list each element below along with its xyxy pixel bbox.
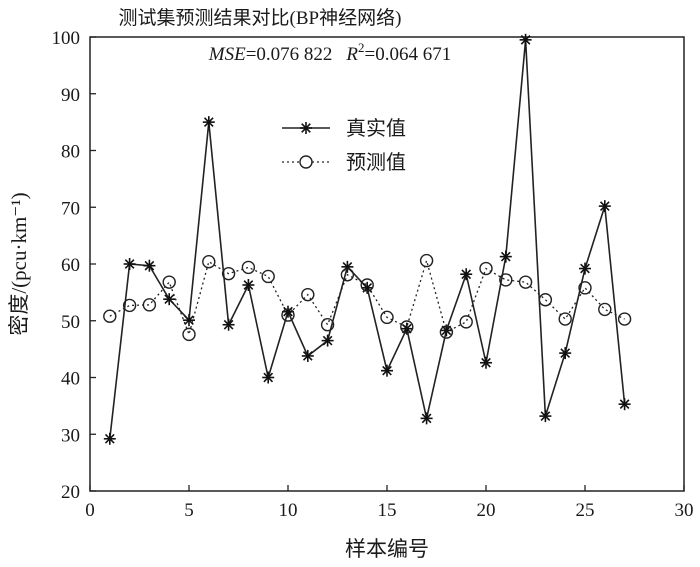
predicted-point	[301, 287, 315, 302]
predicted-point	[558, 312, 572, 326]
true-point	[361, 281, 374, 294]
true-point	[262, 371, 275, 384]
predicted-point	[162, 275, 176, 289]
predicted-point	[578, 281, 592, 295]
legend-circle-marker	[299, 155, 313, 169]
x-tick-label: 25	[576, 500, 595, 521]
predicted-point	[400, 320, 414, 334]
predicted-point	[281, 308, 295, 322]
plot-frame	[89, 36, 685, 492]
predicted-point	[598, 302, 612, 317]
y-tick-label: 100	[52, 28, 81, 49]
true-point	[183, 314, 195, 327]
true-point	[460, 268, 473, 281]
y-tick-label: 80	[61, 142, 80, 163]
predicted-point	[261, 269, 275, 284]
y-tick-label: 50	[61, 312, 80, 333]
predicted-point	[439, 325, 454, 339]
true-point	[321, 334, 334, 347]
true-point	[163, 293, 176, 306]
true-point	[222, 318, 235, 331]
x-tick-label: 0	[85, 500, 95, 521]
predicted-point	[340, 268, 355, 282]
predicted-point	[182, 327, 196, 342]
predicted-point	[221, 266, 236, 281]
y-tick-label: 60	[61, 255, 80, 276]
series-line-predicted	[109, 258, 625, 337]
predicted-point	[202, 255, 216, 269]
series-line-true	[109, 39, 626, 439]
x-tick-label: 10	[279, 500, 298, 521]
true-point	[143, 259, 156, 272]
true-point	[519, 33, 532, 46]
predicted-point	[459, 315, 473, 329]
true-point	[539, 410, 552, 423]
chart-subtitle: MSE=0.076 822 R2=0.064 671	[208, 40, 451, 65]
predicted-point	[122, 298, 137, 313]
true-point	[618, 398, 631, 411]
x-tick-label: 15	[378, 500, 397, 521]
predicted-point	[360, 278, 374, 292]
y-tick-label: 70	[61, 198, 80, 219]
legend-label-pred: 预测值	[346, 151, 406, 174]
predicted-point	[479, 261, 493, 276]
true-point	[559, 347, 572, 360]
legend: 真实值 预测值	[282, 117, 406, 174]
x-tick-label: 20	[477, 500, 496, 521]
predicted-point	[320, 318, 335, 332]
y-tick-label: 40	[61, 369, 80, 390]
x-axis-label: 样本编号	[345, 537, 429, 561]
predicted-point	[419, 253, 434, 268]
true-point	[123, 258, 136, 270]
predicted-point	[617, 312, 632, 326]
x-tick-label: 30	[675, 500, 694, 521]
true-point	[420, 412, 433, 425]
predicted-point	[142, 298, 157, 312]
true-point	[103, 432, 116, 445]
predicted-point	[380, 310, 394, 325]
predicted-point	[103, 309, 117, 323]
predicted-point	[241, 260, 256, 275]
legend-star-icon	[300, 122, 312, 134]
true-point	[381, 364, 393, 377]
true-point	[202, 116, 215, 129]
predicted-point	[499, 273, 513, 287]
y-tick-label: 30	[61, 425, 80, 446]
true-point	[598, 200, 611, 213]
true-point	[499, 250, 512, 263]
true-point	[282, 305, 294, 318]
x-tick-label: 5	[184, 500, 194, 521]
y-tick-label: 90	[61, 85, 80, 106]
legend-star-marker	[300, 122, 312, 134]
chart-title: 测试集预测结果对比(BP神经网络)	[119, 7, 402, 29]
true-point	[301, 349, 314, 362]
predicted-point	[518, 275, 533, 289]
true-point	[579, 262, 591, 275]
true-point	[242, 278, 255, 291]
legend-label-true: 真实值	[346, 117, 406, 140]
y-tick-label: 20	[61, 482, 80, 503]
y-axis-label: 密度/(pcu·km⁻¹)	[7, 192, 31, 335]
true-point	[480, 356, 492, 369]
predicted-point	[538, 293, 553, 307]
